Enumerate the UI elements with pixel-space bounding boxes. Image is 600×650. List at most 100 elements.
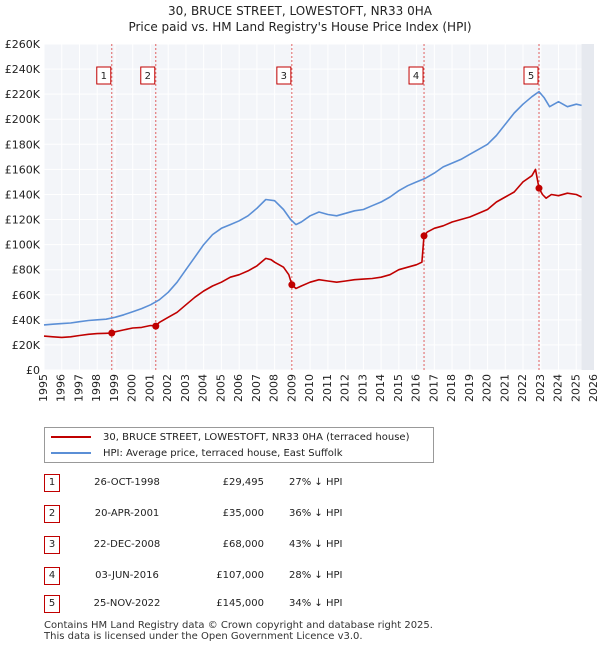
x-tick-label: 2020 [481,374,494,402]
legend-item-property: 30, BRUCE STREET, LOWESTOFT, NR33 0HA (t… [51,430,409,444]
legend-item-hpi: HPI: Average price, terraced house, East… [51,446,343,460]
y-tick-label: £80K [12,264,41,277]
x-tick-label: 2021 [498,374,511,402]
footer-attribution: Contains HM Land Registry data © Crown c… [44,620,433,642]
sale-point [108,329,116,337]
x-tick-label: 2019 [463,374,476,402]
x-tick-label: 2002 [161,374,174,402]
x-tick-label: 1996 [55,374,68,402]
sale-hpi-diff: 36% ↓ HPI [289,508,343,519]
table-row: 5 25-NOV-2022 £145,000 34% ↓ HPI [44,595,464,613]
y-tick-label: £120K [5,214,41,227]
y-tick-label: £220K [5,88,41,101]
sale-date: 22-DEC-2008 [93,539,161,550]
y-tick-label: £180K [5,138,41,151]
x-tick-label: 2003 [179,374,192,402]
sale-marker-box [408,66,424,85]
price-chart: £0 £20K £40K £60K £80K £100K £120K £140K £160K £1… [5,38,600,402]
plot-area [44,44,594,370]
sale-number-badge: 3 [44,536,60,554]
x-tick-label: 2026 [587,374,600,402]
x-tick-label: 2018 [445,374,458,402]
sale-marker-box [140,66,156,85]
sale-hpi-diff: 27% ↓ HPI [289,477,343,488]
future-band [581,44,594,370]
y-tick-label: £60K [12,289,41,302]
hpi-series-line [43,90,582,326]
x-tick-label: 2011 [321,374,334,402]
chart-subtitle: Price paid vs. HM Land Registry's House … [128,20,472,34]
sale-date: 03-JUN-2016 [95,570,159,581]
sale-marker-box [523,66,539,85]
chart-title: 30, BRUCE STREET, LOWESTOFT, NR33 0HA [168,4,432,18]
x-tick-label: 2001 [143,374,156,402]
sale-price: £35,000 [222,508,264,519]
x-tick-label: 2025 [569,374,582,402]
y-tick-label: £140K [5,188,41,201]
x-tick-label: 1997 [72,374,85,402]
sale-number-badge: 2 [44,505,60,523]
x-tick-label: 1995 [37,374,50,402]
sale-marker-box [96,66,112,85]
sale-point [152,322,160,330]
legend-line-property [51,436,91,438]
sale-marker-number: 3 [281,71,287,82]
x-tick-label: 2013 [356,374,369,402]
x-tick-label: 2000 [126,374,139,402]
chart-legend: 30, BRUCE STREET, LOWESTOFT, NR33 0HA (t… [44,427,434,463]
sale-marker-number: 1 [101,71,107,82]
x-tick-label: 2007 [250,374,263,402]
x-tick-label: 2023 [534,374,547,402]
y-tick-label: £0 [26,364,40,377]
y-tick-label: £260K [5,38,41,51]
sale-hpi-diff: 28% ↓ HPI [289,570,343,581]
sale-number-badge: 1 [44,474,60,492]
legend-label-hpi: HPI: Average price, terraced house, East… [103,447,343,459]
y-tick-label: £100K [5,239,41,252]
sale-price: £145,000 [216,598,264,609]
sale-date: 25-NOV-2022 [93,598,161,609]
x-tick-label: 1998 [90,374,103,402]
table-row: 1 26-OCT-1998 £29,495 27% ↓ HPI [44,474,464,492]
legend-line-hpi [51,452,91,454]
sale-price: £107,000 [216,570,264,581]
sale-marker-number: 5 [528,71,534,82]
x-tick-label: 2006 [232,374,245,402]
sale-point [535,184,543,192]
sale-hpi-diff: 43% ↓ HPI [289,539,343,550]
footer-license: This data is licensed under the Open Gov… [44,631,363,642]
x-tick-label: 2022 [516,374,529,402]
sale-date: 20-APR-2001 [94,508,160,519]
y-tick-label: £160K [5,163,41,176]
legend-label-property: 30, BRUCE STREET, LOWESTOFT, NR33 0HA (t… [103,431,410,443]
sale-marker-box [276,66,292,85]
x-tick-label: 2010 [303,374,316,402]
x-tick-label: 2005 [214,374,227,402]
sale-price: £29,495 [222,477,264,488]
sale-number-badge: 5 [44,595,60,613]
x-tick-label: 2014 [374,374,387,402]
sale-point [420,232,428,240]
y-tick-label: £40K [12,314,41,327]
x-tick-label: 2016 [410,374,423,402]
table-row: 4 03-JUN-2016 £107,000 28% ↓ HPI [44,567,464,585]
x-tick-label: 2015 [392,374,405,402]
sale-date: 26-OCT-1998 [94,477,160,488]
sale-hpi-diff: 34% ↓ HPI [289,598,343,609]
table-row: 2 20-APR-2001 £35,000 36% ↓ HPI [44,505,464,523]
x-tick-label: 1999 [108,374,121,402]
x-tick-label: 2008 [268,374,281,402]
x-tick-label: 2009 [285,374,298,402]
sale-marker-number: 4 [413,71,419,82]
property-series-line [43,168,582,339]
footer-copyright: Contains HM Land Registry data © Crown c… [44,620,433,631]
sale-number-badge: 4 [44,567,60,585]
x-tick-label: 2017 [427,374,440,402]
x-tick-label: 2024 [552,374,565,402]
sale-point [288,281,296,289]
y-tick-label: £20K [12,339,41,352]
y-tick-label: £240K [5,63,41,76]
y-tick-label: £200K [5,113,41,126]
x-tick-label: 2012 [339,374,352,402]
sale-marker-number: 2 [145,71,151,82]
